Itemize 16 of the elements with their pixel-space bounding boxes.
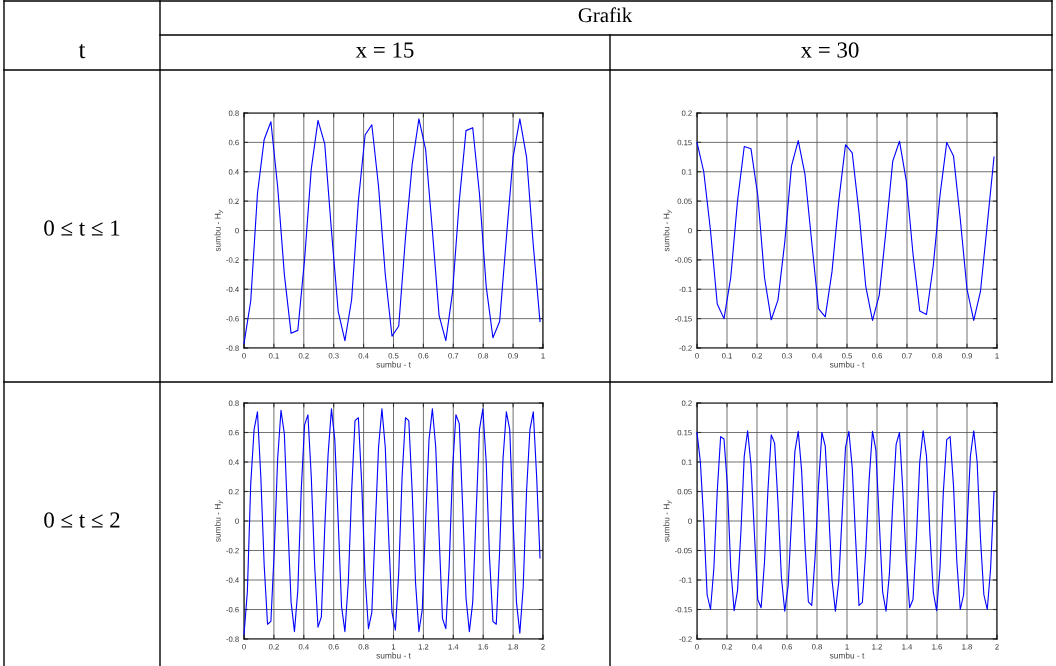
text: Grafik [578,7,633,23]
y-axis-title: sumbu - H$_{y}$ [214,500,224,542]
y-axis-title: sumbu - H$_{y}$ [214,209,224,252]
text: t [78,43,86,59]
text: x = 15 [355,42,414,58]
text: 0 ≤ t ≤ 1 [44,220,120,236]
x-axis-title: sumbu - t [829,361,865,368]
text: 0 ≤ t ≤ 2 [44,512,120,528]
x-axis-title: sumbu - t [829,652,865,659]
x-axis-title: sumbu - t [376,361,411,368]
x-axis-title: sumbu - t [376,652,411,659]
line-series [696,140,995,321]
y-axis-title: sumbu - H$_{y}$ [663,209,672,252]
line-series [696,430,995,612]
y-axis-title: sumbu - H$_{y}$ [663,500,672,542]
text: x = 30 [800,42,859,58]
